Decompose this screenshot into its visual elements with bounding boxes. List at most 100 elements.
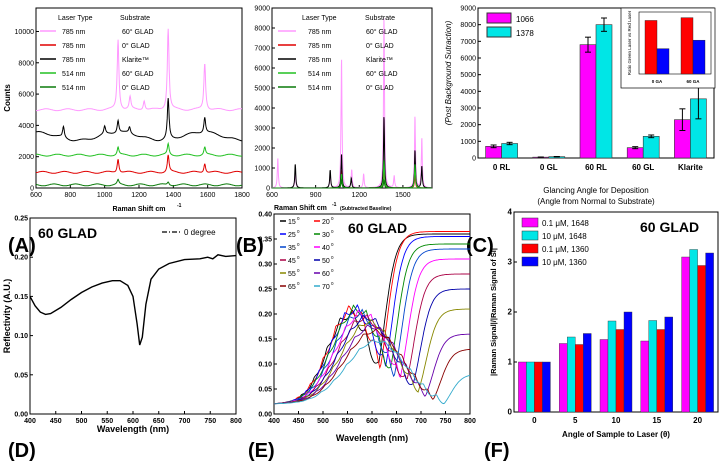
x-axis-label-sup: -1 — [332, 202, 337, 208]
x-tick-label: 1200 — [351, 192, 367, 199]
legend-laser: 514 nm — [62, 71, 86, 78]
y-tick-label: 4 — [508, 208, 513, 217]
legend-degree-mark: 0 — [297, 268, 300, 273]
x-axis-label-line2: (Angle from Normal to Substrate) — [537, 197, 655, 206]
y-tick-label: 0 — [508, 408, 513, 417]
legend-substrate: 60° GLAD — [122, 28, 154, 36]
y-tick-label: 10000 — [15, 29, 35, 36]
legend-laser: 785 nm — [62, 29, 86, 36]
legend-substrate: 60° GLAD — [366, 28, 398, 36]
legend-substrate: Klarite™ — [122, 57, 149, 64]
x-tick-label: 1600 — [200, 192, 216, 199]
category-label: 60 GL — [632, 163, 654, 172]
x-tick-label: 1800 — [234, 192, 250, 199]
legend-swatch — [521, 256, 539, 267]
series-line-3 — [36, 141, 242, 157]
y-tick-label: 9000 — [254, 6, 270, 13]
inset-bar — [644, 20, 658, 75]
bar — [534, 361, 543, 413]
legend-laser: 785 nm — [62, 57, 86, 64]
legend-angle: 70 — [322, 284, 330, 291]
legend-laser: 785 nm — [62, 43, 86, 50]
legend-substrate: 0° GLAD — [122, 42, 150, 50]
y-axis-label: Counts — [3, 84, 12, 112]
x-tick-label: 450 — [50, 418, 62, 425]
y-tick-label: 0 — [266, 186, 270, 193]
y-tick-label: 5000 — [460, 72, 476, 79]
category-label: 60 RL — [585, 163, 607, 172]
inset-bar — [680, 17, 694, 75]
legend-laser: 785 nm — [308, 57, 332, 64]
panel-e-axes: 400 450 500 550 600 650 700 750 8000.000.050.100… — [258, 212, 476, 426]
legend-swatch — [521, 243, 539, 254]
bar — [518, 361, 527, 413]
legend-substrate: 0° GLAD — [366, 84, 394, 92]
category-label: 0 RL — [493, 163, 510, 172]
panel-f-title: 60 GLAD — [640, 219, 699, 235]
legend-angle: 60 — [322, 271, 330, 278]
legend-substrate: 0° GLAD — [366, 42, 394, 50]
bar — [689, 249, 698, 413]
legend-angle: 50 — [322, 258, 330, 265]
legend-angle: 40 — [322, 245, 330, 252]
bar — [664, 316, 673, 413]
legend-degree-mark: 0 — [331, 216, 334, 221]
x-tick-label: 550 — [101, 418, 113, 425]
bar — [542, 361, 551, 413]
y-tick-label: 0.00 — [14, 412, 28, 419]
x-tick-label: 1500 — [395, 192, 411, 199]
x-tick-label: 650 — [391, 418, 403, 425]
legend-label: 0.1 μM, 1648 — [542, 219, 589, 228]
legend-label: 0 degree — [184, 228, 216, 237]
legend-angle: 15 — [288, 219, 296, 226]
inset-bar — [656, 48, 670, 75]
series-line-20 — [273, 231, 470, 405]
y-tick-label: 8000 — [460, 22, 476, 29]
x-axis-label-line1: Glancing Angle for Deposition — [543, 186, 648, 195]
bar — [526, 361, 535, 413]
legend-angle: 65 — [288, 284, 296, 291]
legend-laser: 514 nm — [308, 71, 332, 78]
panel-tag-e: (E) — [248, 440, 275, 462]
reflectivity-line — [29, 254, 237, 346]
y-tick-label: 3000 — [460, 106, 476, 113]
panel-tag-d: (D) — [8, 440, 36, 462]
legend-degree-mark: 0 — [297, 242, 300, 247]
x-tick-label: 800 — [64, 192, 76, 199]
category-label: 0 — [532, 416, 537, 425]
x-axis-label: Wavelength (nm) — [336, 433, 408, 443]
legend-angle: 20 — [322, 219, 330, 226]
y-axis-label: |Raman Signal|/|Raman Signal of Si| — [489, 248, 498, 376]
plot-frame — [271, 7, 433, 189]
bar — [599, 339, 609, 413]
panel-e-title: 60 GLAD — [348, 220, 407, 236]
bar — [681, 256, 690, 413]
series-line-4 — [272, 178, 432, 189]
bar — [640, 340, 649, 413]
bar — [583, 333, 592, 413]
series-line-0 — [271, 18, 432, 189]
y-tick-label: 0.05 — [14, 372, 28, 379]
y-tick-label: 6000 — [460, 56, 476, 63]
bar — [607, 320, 617, 413]
x-tick-label: 800 — [230, 418, 242, 425]
inset-bar — [692, 39, 706, 75]
y-tick-label: 0.25 — [258, 287, 272, 294]
x-tick-label: 1000 — [97, 192, 113, 199]
legend-degree-mark: 0 — [331, 255, 334, 260]
y-tick-label: 0 — [472, 156, 476, 163]
legend-header-substrate: Substrate — [120, 15, 150, 22]
x-axis-label: Angle of Sample to Laser (θ) — [562, 430, 670, 439]
series-line-4 — [35, 178, 243, 187]
x-tick-label: 700 — [179, 418, 191, 425]
category-label: Klarite — [678, 163, 703, 172]
x-tick-label: 500 — [317, 418, 329, 425]
x-axis-label-note: (Subtracted Baseline) — [340, 206, 392, 212]
panel-tag-f: (F) — [484, 440, 510, 462]
legend-header-laser: Laser Type — [302, 15, 337, 22]
legend-substrate: 60° GLAD — [366, 70, 398, 78]
series-line-1 — [35, 154, 243, 174]
y-tick-label: 5000 — [254, 86, 270, 93]
panel-d-title: 60 GLAD — [38, 225, 97, 241]
